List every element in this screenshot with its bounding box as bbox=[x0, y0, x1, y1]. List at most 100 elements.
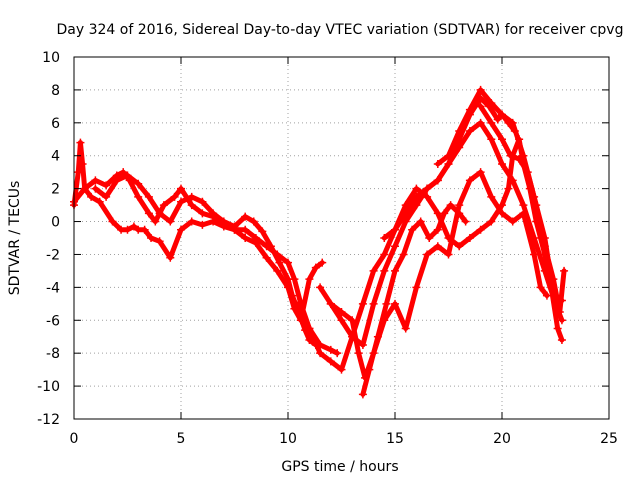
data-point bbox=[433, 176, 442, 185]
data-point bbox=[487, 118, 496, 127]
data-point bbox=[316, 349, 325, 358]
y-tick-label: -4 bbox=[46, 280, 60, 296]
data-point bbox=[108, 217, 117, 226]
data-point bbox=[391, 242, 399, 251]
data-point bbox=[187, 201, 196, 210]
data-point bbox=[354, 349, 363, 358]
data-point bbox=[305, 275, 314, 284]
data-point bbox=[515, 155, 524, 164]
data-point bbox=[78, 159, 87, 168]
data-point bbox=[476, 225, 485, 234]
data-point bbox=[508, 118, 517, 127]
y-tick-label: 10 bbox=[42, 50, 60, 66]
data-point bbox=[506, 151, 515, 160]
data-point bbox=[408, 225, 417, 234]
data-point bbox=[358, 299, 367, 308]
data-point bbox=[504, 184, 513, 193]
data-point bbox=[198, 197, 207, 206]
data-point bbox=[433, 209, 442, 218]
data-point bbox=[391, 266, 399, 275]
data-point bbox=[251, 234, 260, 242]
data-point bbox=[241, 234, 250, 242]
series-trace bbox=[317, 120, 565, 348]
data-point bbox=[401, 201, 410, 210]
data-point bbox=[348, 316, 357, 325]
data-point bbox=[444, 234, 453, 242]
data-point bbox=[523, 168, 532, 177]
data-point bbox=[166, 253, 175, 262]
data-point bbox=[465, 176, 474, 185]
data-point bbox=[487, 217, 496, 226]
data-point bbox=[112, 176, 121, 185]
data-point bbox=[542, 291, 551, 300]
data-point bbox=[311, 263, 320, 272]
data-point bbox=[249, 217, 258, 226]
data-point bbox=[273, 266, 282, 275]
data-point bbox=[476, 118, 485, 127]
data-point bbox=[230, 225, 239, 234]
data-point bbox=[540, 242, 549, 251]
data-point bbox=[170, 192, 179, 201]
data-point bbox=[423, 184, 432, 193]
data-point bbox=[369, 299, 378, 308]
x-tick-label: 5 bbox=[177, 431, 186, 447]
data-point bbox=[369, 266, 378, 275]
data-point bbox=[187, 192, 196, 201]
data-point bbox=[123, 225, 132, 234]
data-point bbox=[305, 324, 314, 333]
series-trace-d bbox=[294, 94, 519, 374]
data-point bbox=[519, 201, 528, 210]
data-point bbox=[155, 209, 164, 218]
tick-layer bbox=[73, 56, 610, 420]
y-tick-label: -8 bbox=[46, 346, 60, 362]
y-tick-label: 4 bbox=[51, 149, 60, 165]
data-point bbox=[147, 234, 156, 242]
data-point bbox=[91, 184, 100, 193]
data-point bbox=[177, 225, 185, 234]
data-point bbox=[241, 225, 250, 234]
data-point bbox=[465, 234, 474, 242]
data-point bbox=[177, 197, 185, 206]
data-point bbox=[380, 234, 389, 242]
data-point bbox=[284, 258, 292, 267]
data-point bbox=[198, 209, 207, 218]
data-point bbox=[380, 250, 389, 259]
data-point bbox=[262, 242, 271, 251]
data-point bbox=[455, 143, 464, 152]
data-point bbox=[95, 197, 104, 206]
series-trace bbox=[71, 140, 325, 323]
data-point bbox=[476, 102, 485, 111]
data-point bbox=[87, 192, 96, 201]
data-point bbox=[423, 250, 432, 259]
data-point bbox=[423, 192, 432, 201]
data-point bbox=[465, 105, 474, 114]
data-point bbox=[508, 217, 517, 226]
data-point bbox=[391, 299, 399, 308]
series-trace bbox=[360, 202, 469, 397]
data-point bbox=[76, 138, 85, 147]
data-point bbox=[455, 127, 464, 136]
data-point bbox=[549, 275, 558, 284]
data-point bbox=[519, 151, 528, 160]
data-point bbox=[337, 316, 346, 325]
data-point bbox=[412, 184, 421, 193]
data-point bbox=[446, 201, 455, 210]
series-trace bbox=[92, 172, 340, 356]
plot-frame bbox=[73, 56, 610, 420]
data-point bbox=[519, 209, 528, 218]
data-point bbox=[555, 308, 564, 317]
tick-label-layer: 0 5 10 15 20 25 -12 -10 -8 -6 -4 -2 0 2 4 6 8 10 bbox=[37, 50, 618, 447]
data-point bbox=[557, 336, 566, 345]
data-point bbox=[399, 250, 408, 259]
data-point bbox=[455, 209, 464, 218]
data-point bbox=[129, 222, 138, 231]
data-point bbox=[433, 242, 442, 251]
data-point bbox=[532, 201, 541, 210]
data-point bbox=[198, 220, 207, 229]
data-point bbox=[316, 283, 325, 292]
data-point bbox=[476, 168, 485, 177]
data-layer bbox=[70, 85, 569, 399]
series-trace-e bbox=[316, 118, 566, 349]
data-point bbox=[144, 192, 153, 201]
